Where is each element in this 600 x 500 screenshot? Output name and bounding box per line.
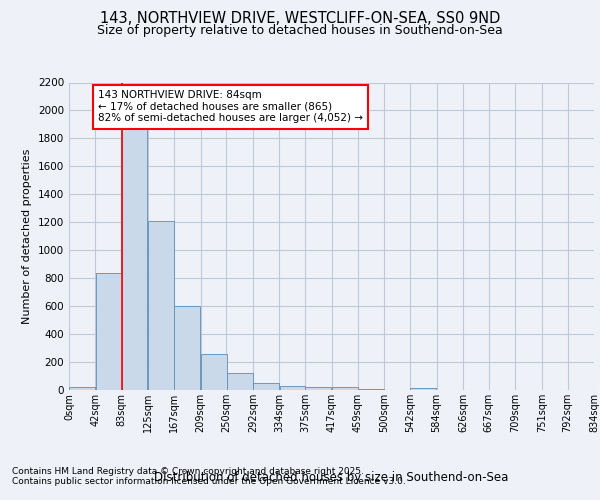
Bar [253, 382, 279, 390]
Text: Contains public sector information licensed under the Open Government Licence v3: Contains public sector information licen… [12, 477, 406, 486]
X-axis label: Distribution of detached houses by size in Southend-on-Sea: Distribution of detached houses by size … [154, 471, 509, 484]
Bar [95, 272, 122, 390]
Bar [332, 387, 358, 390]
Bar [148, 221, 174, 390]
Bar [305, 386, 331, 390]
Text: 143, NORTHVIEW DRIVE, WESTCLIFF-ON-SEA, SS0 9ND: 143, NORTHVIEW DRIVE, WESTCLIFF-ON-SEA, … [100, 11, 500, 26]
Bar [358, 388, 384, 390]
Bar [410, 388, 436, 390]
Text: 143 NORTHVIEW DRIVE: 84sqm
← 17% of detached houses are smaller (865)
82% of sem: 143 NORTHVIEW DRIVE: 84sqm ← 17% of deta… [98, 90, 363, 124]
Bar [175, 306, 200, 390]
Y-axis label: Number of detached properties: Number of detached properties [22, 148, 32, 324]
Text: Contains HM Land Registry data © Crown copyright and database right 2025.: Contains HM Land Registry data © Crown c… [12, 467, 364, 476]
Bar [69, 387, 95, 390]
Bar [121, 124, 148, 390]
Bar [227, 373, 253, 390]
Bar [201, 354, 227, 390]
Text: Size of property relative to detached houses in Southend-on-Sea: Size of property relative to detached ho… [97, 24, 503, 37]
Bar [280, 386, 305, 390]
